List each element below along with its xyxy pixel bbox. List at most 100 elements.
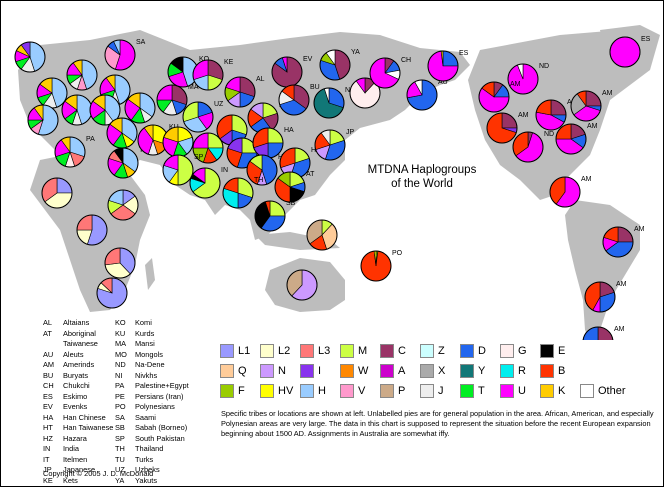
color-swatch: [340, 344, 354, 358]
abbreviation-row: YA Yakuts: [115, 476, 189, 487]
color-swatch: [340, 364, 354, 378]
color-swatch: [500, 384, 514, 398]
legend-item-c: C: [380, 344, 420, 358]
abbreviation-name: Aleuts: [63, 349, 84, 359]
pie-chart: JP: [314, 129, 355, 161]
pie-label: AM: [581, 176, 592, 183]
abbreviation-row: TH Thailand: [115, 444, 189, 455]
pie-outline: [162, 154, 194, 186]
color-swatch: [380, 384, 394, 398]
abbreviation-code: TH: [115, 444, 125, 453]
legend-item-v: V: [340, 384, 380, 398]
pie-chart: [99, 74, 131, 106]
pie-outline: [319, 49, 351, 81]
legend-label: B: [558, 365, 566, 377]
pie-chart: PO: [360, 250, 403, 282]
legend-item-k: K: [540, 384, 580, 398]
pie-chart: AM: [555, 123, 598, 155]
abbreviation-code: AM: [43, 360, 55, 369]
legend-item-g: G: [500, 344, 540, 358]
pie-chart: [286, 269, 318, 301]
abbreviation-code: MO: [115, 349, 127, 359]
pie-outline: [182, 101, 214, 133]
abbreviation-code: MA: [115, 339, 127, 348]
pie-chart: KE: [192, 59, 234, 91]
abbreviation-row: AM Amerinds: [43, 360, 113, 371]
pie-chart: PA: [54, 136, 95, 168]
pie-outline: [360, 250, 392, 282]
pie-outline: [14, 41, 46, 73]
pie-label: TH: [254, 177, 263, 184]
color-swatch: [380, 364, 394, 378]
legend-item-w: W: [340, 364, 380, 378]
abbreviation-row: ES Eskimo: [43, 392, 113, 403]
pie-outline: [314, 129, 346, 161]
map-title: MTDNA Haplogroups of the World: [362, 163, 482, 191]
legend-label: HV: [278, 385, 294, 397]
color-swatch: [420, 364, 434, 378]
pie-outline: [278, 84, 310, 116]
abbreviation-name: Mansi: [135, 339, 155, 348]
pie-label: AM: [518, 112, 529, 119]
abbreviation-row: KE Kets: [43, 476, 113, 487]
pie-outline: [104, 247, 136, 279]
pie-outline: [192, 132, 224, 164]
abbreviation-code: PA: [115, 381, 125, 390]
pie-chart: [61, 94, 93, 126]
pie-outline: [478, 81, 510, 113]
abbreviation-row: PA Palestine+Egypt: [115, 381, 189, 392]
abbreviation-code: IN: [43, 444, 51, 453]
pie-label: UZ: [214, 101, 224, 108]
pie-chart: TH: [222, 177, 263, 209]
color-swatch: [220, 364, 234, 378]
color-swatch: [260, 384, 274, 398]
pie-chart: [306, 219, 338, 251]
pie-outline: [369, 57, 401, 89]
legend-label: G: [518, 345, 527, 357]
pie-chart: SP: [162, 154, 204, 186]
abbreviation-name: Nivkhs: [135, 370, 158, 380]
pie-chart: SA: [104, 39, 146, 71]
pie-outline: [27, 104, 59, 136]
pie-chart: [27, 104, 59, 136]
abbreviation-name: Sabah (Borneo): [135, 423, 188, 432]
legend-item-j: J: [420, 384, 460, 398]
abbreviation-name: Thailand: [135, 444, 164, 453]
pie-outline: [555, 123, 587, 155]
abbreviation-row: IN India: [43, 444, 113, 455]
abbreviation-name: Chukchi: [63, 381, 90, 390]
pie-outline: [535, 99, 567, 131]
abbreviation-code: AL: [43, 318, 53, 327]
legend-item-other: Other: [580, 384, 630, 398]
legend-item-e: E: [540, 344, 580, 358]
legend-label: C: [398, 345, 406, 357]
pie-chart: AM: [602, 226, 645, 258]
legend-item-n: N: [260, 364, 300, 378]
pie-label: CH: [401, 57, 411, 64]
legend-label: F: [238, 385, 245, 397]
legend-item-f: F: [220, 384, 260, 398]
pie-chart: [36, 77, 68, 109]
pie-outline: [306, 219, 338, 251]
legend-label: L2: [278, 345, 291, 357]
pie-chart: [124, 92, 156, 124]
pie-label: AT: [306, 171, 315, 178]
pie-outline: [609, 36, 641, 68]
pie-chart: [107, 189, 139, 221]
pie-label: AM: [616, 281, 627, 288]
pie-label: JP: [346, 129, 355, 136]
abbreviation-code: IT: [43, 454, 50, 464]
pie-chart: ND: [512, 131, 554, 163]
legend-label: H: [318, 385, 326, 397]
pie-label: AM: [510, 81, 521, 88]
legend-item-p: P: [380, 384, 420, 398]
pie-chart: CH: [369, 57, 411, 89]
legend-label: R: [518, 365, 526, 377]
pie-chart: AM: [584, 281, 627, 313]
legend-label: M: [358, 345, 368, 357]
pie-outline: [349, 77, 381, 109]
pie-outline: [89, 94, 121, 126]
abbreviation-name: Amerinds: [63, 360, 95, 369]
abbreviation-name: Altaians: [63, 318, 90, 327]
pie-chart: [104, 247, 136, 279]
